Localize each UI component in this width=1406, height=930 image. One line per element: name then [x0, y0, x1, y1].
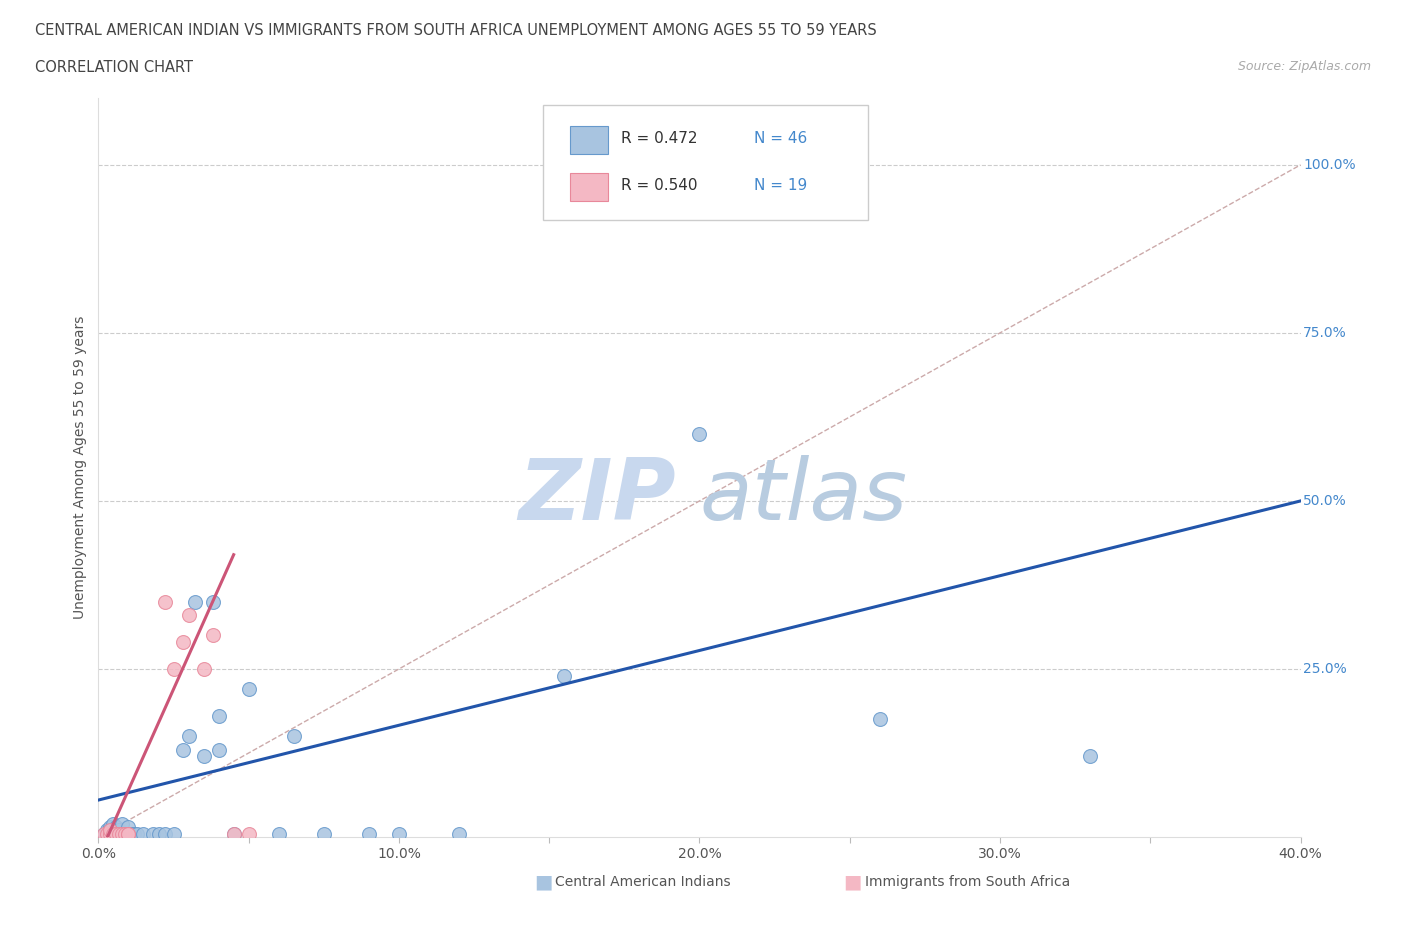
Point	[238, 682, 260, 697]
Point	[100, 819, 122, 834]
Point	[172, 742, 194, 757]
Text: 100.0%: 100.0%	[1303, 158, 1355, 172]
Point	[108, 826, 131, 841]
Point	[193, 749, 215, 764]
Text: Central American Indians: Central American Indians	[555, 874, 731, 889]
Point	[117, 826, 139, 841]
Point	[162, 826, 184, 841]
Point	[111, 817, 134, 831]
Text: CENTRAL AMERICAN INDIAN VS IMMIGRANTS FROM SOUTH AFRICA UNEMPLOYMENT AMONG AGES : CENTRAL AMERICAN INDIAN VS IMMIGRANTS FR…	[35, 23, 877, 38]
Point	[105, 826, 128, 841]
FancyBboxPatch shape	[569, 126, 609, 153]
Point	[208, 742, 231, 757]
Text: ZIP: ZIP	[517, 456, 675, 538]
Point	[117, 826, 139, 841]
Point	[93, 826, 115, 841]
Point	[688, 426, 710, 441]
Point	[1078, 749, 1101, 764]
Point	[177, 729, 200, 744]
FancyBboxPatch shape	[569, 172, 609, 201]
Point	[100, 826, 122, 841]
Point	[108, 826, 131, 841]
Point	[172, 634, 194, 649]
Point	[100, 826, 122, 841]
Point	[447, 826, 470, 841]
Point	[103, 826, 125, 841]
Point	[93, 826, 115, 841]
Point	[312, 826, 335, 841]
Text: R = 0.540: R = 0.540	[621, 179, 697, 193]
Point	[114, 826, 136, 841]
Point	[869, 712, 891, 727]
Point	[201, 628, 224, 643]
Point	[141, 826, 163, 841]
Text: N = 19: N = 19	[754, 179, 807, 193]
Text: 25.0%: 25.0%	[1303, 662, 1347, 676]
Text: 50.0%: 50.0%	[1303, 494, 1347, 508]
Point	[222, 826, 245, 841]
Point	[100, 823, 122, 838]
Point	[208, 709, 231, 724]
Point	[148, 826, 170, 841]
Point	[132, 826, 155, 841]
Text: Immigrants from South Africa: Immigrants from South Africa	[865, 874, 1070, 889]
Point	[222, 826, 245, 841]
Point	[121, 826, 143, 841]
Point	[553, 669, 575, 684]
Point	[100, 823, 122, 838]
Text: CORRELATION CHART: CORRELATION CHART	[35, 60, 193, 75]
Point	[357, 826, 380, 841]
Point	[238, 826, 260, 841]
Point	[283, 729, 305, 744]
Point	[201, 594, 224, 609]
Point	[108, 823, 131, 838]
Point	[111, 826, 134, 841]
Point	[193, 661, 215, 676]
Text: atlas: atlas	[699, 456, 907, 538]
Point	[127, 826, 149, 841]
Text: Source: ZipAtlas.com: Source: ZipAtlas.com	[1237, 60, 1371, 73]
Point	[177, 608, 200, 623]
Point	[111, 826, 134, 841]
Text: ■: ■	[534, 872, 553, 891]
Point	[124, 826, 146, 841]
Point	[105, 826, 128, 841]
Point	[267, 826, 290, 841]
Point	[105, 819, 128, 834]
Point	[96, 826, 118, 841]
Point	[96, 823, 118, 838]
Point	[103, 826, 125, 841]
Point	[162, 661, 184, 676]
Point	[153, 594, 176, 609]
Point	[183, 594, 205, 609]
Point	[388, 826, 411, 841]
Point	[96, 826, 118, 841]
Text: 75.0%: 75.0%	[1303, 326, 1347, 339]
Point	[117, 826, 139, 841]
Point	[103, 817, 125, 831]
Point	[96, 826, 118, 841]
Text: ■: ■	[844, 872, 862, 891]
Point	[153, 826, 176, 841]
Y-axis label: Unemployment Among Ages 55 to 59 years: Unemployment Among Ages 55 to 59 years	[73, 315, 87, 619]
Point	[117, 819, 139, 834]
Point	[114, 826, 136, 841]
Text: R = 0.472: R = 0.472	[621, 131, 697, 146]
FancyBboxPatch shape	[543, 105, 868, 219]
Text: N = 46: N = 46	[754, 131, 807, 146]
Point	[103, 826, 125, 841]
